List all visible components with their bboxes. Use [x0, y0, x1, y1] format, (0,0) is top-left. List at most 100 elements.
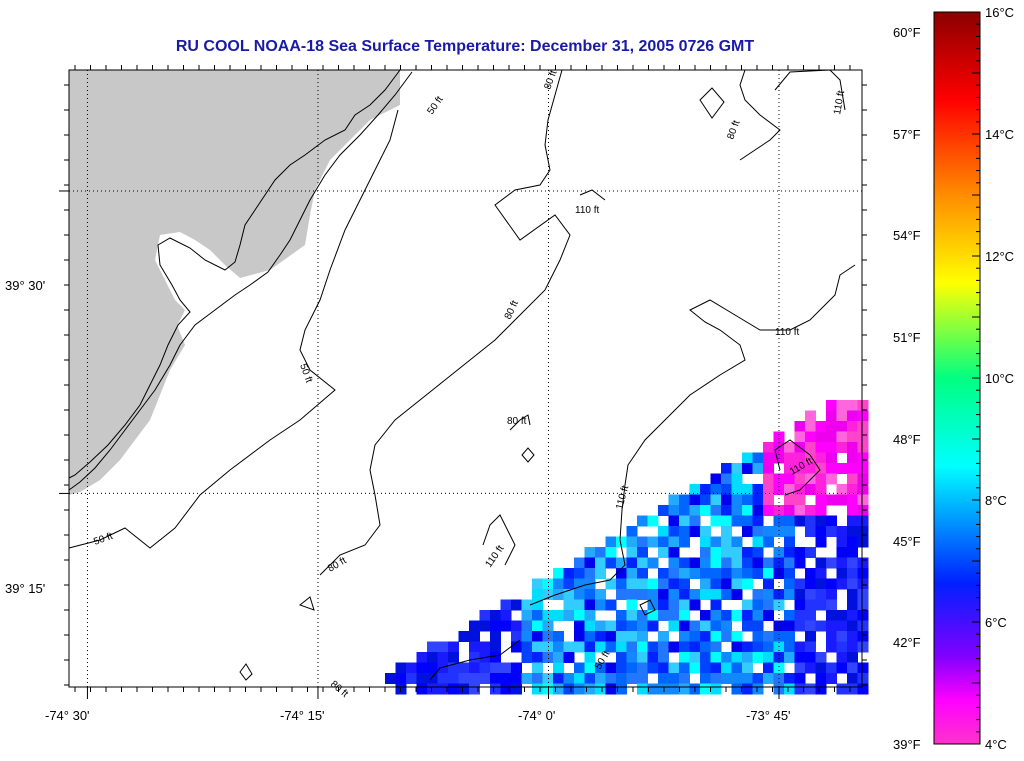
sst-pixel [721, 473, 732, 485]
sst-pixel [700, 662, 711, 674]
sst-pixel [448, 662, 459, 674]
sst-pixel [847, 620, 858, 632]
sst-pixel [605, 662, 617, 674]
sst-pixel [448, 683, 459, 695]
sst-pixel [773, 431, 785, 443]
sst-pixel [794, 547, 806, 558]
sst-pixel [532, 673, 543, 684]
sst-pixel [479, 620, 491, 632]
lat-label: 39° 30' [5, 278, 45, 293]
sst-pixel [710, 547, 722, 558]
sst-pixel [826, 610, 837, 621]
sst-pixel [427, 641, 438, 653]
sst-pixel [689, 526, 701, 537]
sst-pixel [815, 557, 827, 569]
contour-lines [68, 69, 856, 681]
sst-pixel [742, 463, 753, 474]
sst-pixel [763, 631, 774, 642]
colorbar-f-label: 45°F [893, 534, 921, 549]
sst-pixel [731, 641, 743, 653]
sst-pixel [584, 620, 596, 632]
sst-pixel [731, 494, 743, 506]
sst-pixel [700, 620, 711, 632]
sst-pixel [679, 673, 690, 684]
sst-pixel [721, 568, 732, 579]
sst-pixel [784, 473, 795, 485]
sst-pixel [847, 431, 858, 443]
sst-pixel [469, 673, 480, 684]
sst-pixel [553, 568, 564, 579]
contour-loop-6 [239, 663, 253, 681]
sst-pixel [731, 610, 743, 621]
sst-pixel [784, 589, 795, 600]
sst-pixel [668, 568, 680, 579]
sst-pixel [826, 620, 837, 632]
contour-loop-5 [298, 596, 315, 611]
sst-pixel [437, 673, 449, 684]
sst-pixel [479, 610, 491, 621]
contour-80ft [319, 69, 571, 576]
sst-pixel [742, 683, 753, 695]
sst-pixel [815, 536, 827, 548]
sst-pixel [805, 421, 816, 432]
sst-pixel [721, 631, 732, 642]
sst-pixel [700, 652, 711, 663]
sst-pixel [626, 568, 638, 579]
sst-pixel [700, 557, 711, 569]
sst-pixel [826, 494, 837, 506]
sst-pixel [826, 515, 837, 527]
sst-pixel [689, 652, 701, 663]
sst-pixel [742, 641, 753, 653]
sst-pixel [542, 631, 554, 642]
sst-pixel [710, 578, 722, 590]
map-grid [69, 70, 862, 687]
sst-pixel [595, 620, 606, 632]
sst-pixel [700, 641, 711, 653]
sst-pixel [637, 610, 648, 621]
sst-pixel [784, 505, 795, 516]
sst-pixel [752, 631, 764, 642]
sst-pixel [826, 589, 837, 600]
sst-pixel [847, 568, 858, 579]
sst-pixel [395, 673, 407, 684]
sst-pixel [416, 673, 428, 684]
sst-pixel [794, 683, 806, 695]
sst-pixel [689, 589, 701, 600]
sst-pixel [794, 505, 806, 516]
sst-pixel [826, 557, 837, 569]
sst-pixel [700, 589, 711, 600]
sst-pixel [836, 484, 848, 495]
sst-pixel [637, 568, 648, 579]
sst-pixel [710, 673, 722, 684]
sst-pixel [490, 662, 501, 674]
sst-pixel [679, 578, 690, 590]
sst-pixel [679, 631, 690, 642]
sst-pixel [616, 662, 627, 674]
sst-pixel [637, 589, 648, 600]
sst-pixel [794, 662, 806, 674]
sst-pixel [647, 578, 659, 590]
sst-pixel [658, 547, 669, 558]
sst-pixel [721, 484, 732, 495]
sst-pixel [637, 557, 648, 569]
sst-pixel [532, 683, 543, 695]
sst-pixel [721, 652, 732, 663]
map-frame [68, 69, 863, 688]
sst-pixel [857, 673, 869, 684]
sst-pixel [595, 683, 606, 695]
sst-pixel [416, 683, 428, 695]
sst-pixel [689, 568, 701, 579]
sst-pixel [448, 641, 459, 653]
contour-label: 110 ft [614, 484, 631, 511]
sst-pixel [763, 652, 774, 663]
sst-pixel [532, 631, 543, 642]
sst-pixel [595, 589, 606, 600]
sst-pixel [773, 547, 785, 558]
sst-pixel [563, 652, 575, 663]
sst-pixel [784, 557, 795, 569]
sst-pixel [805, 526, 816, 537]
sst-pixel [626, 526, 638, 537]
sst-pixel [721, 505, 732, 516]
sst-pixel [857, 400, 869, 411]
